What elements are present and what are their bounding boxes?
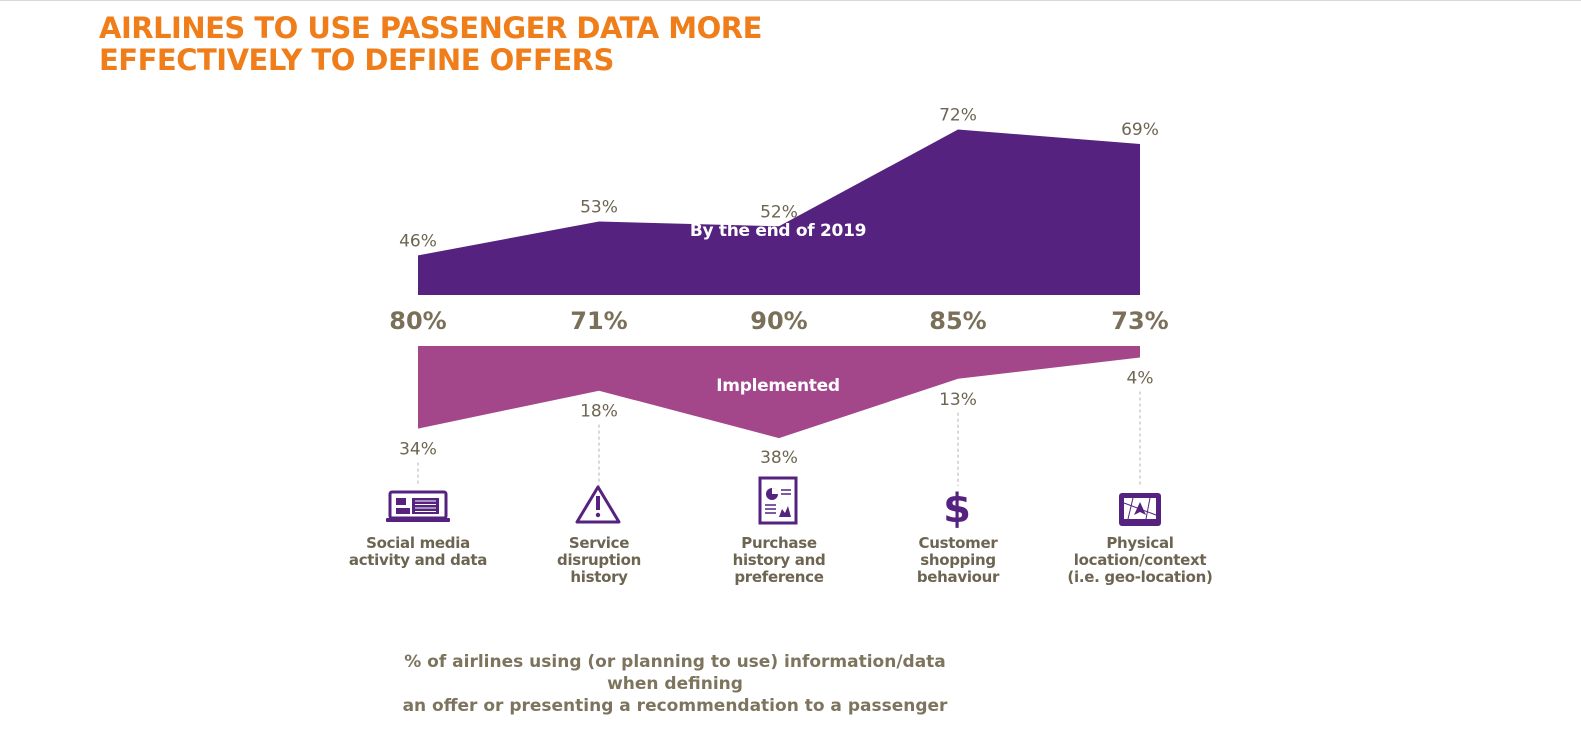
warning-icon — [575, 485, 621, 524]
chart-footnote-line-1: % of airlines using (or planning to use)… — [404, 652, 946, 694]
total-value-label: 85% — [929, 307, 986, 335]
dollar-icon: $ — [943, 486, 971, 532]
value-label-implemented: 4% — [1127, 368, 1154, 388]
total-value-label: 73% — [1111, 307, 1168, 335]
series-label-implemented: Implemented — [716, 376, 839, 396]
category-label: location/context — [1074, 551, 1207, 569]
value-label-implemented: 13% — [939, 390, 977, 410]
series-label-by-end-2019: By the end of 2019 — [690, 221, 866, 241]
category-label: history and — [733, 551, 826, 569]
value-label-by-end-2019: 72% — [939, 106, 977, 126]
value-label-by-end-2019: 69% — [1121, 120, 1159, 140]
total-value-label: 71% — [570, 307, 627, 335]
value-label-by-end-2019: 53% — [580, 197, 618, 217]
document-chart-icon — [758, 476, 798, 525]
category-label: activity and data — [349, 551, 487, 569]
category-label: (i.e. geo-location) — [1067, 568, 1212, 586]
category-label: shopping — [920, 551, 996, 569]
chart-footnote: % of airlines using (or planning to use)… — [390, 651, 960, 717]
value-label-implemented: 34% — [399, 440, 437, 460]
category-label: Physical — [1106, 534, 1173, 552]
chart-title-line-1: AIRLINES TO USE PASSENGER DATA MORE — [99, 11, 762, 45]
category-label: behaviour — [917, 568, 1000, 586]
category-label: disruption — [557, 551, 641, 569]
category-label: Service — [569, 534, 629, 552]
top-divider — [0, 0, 1581, 1]
category-label: history — [570, 568, 628, 586]
value-label-by-end-2019: 46% — [399, 231, 437, 251]
category-label: Purchase — [741, 534, 817, 552]
area-implemented — [418, 346, 1140, 439]
chart-title-line-2: EFFECTIVELY TO DEFINE OFFERS — [99, 43, 614, 77]
chart-title: AIRLINES TO USE PASSENGER DATA MORE EFFE… — [99, 12, 762, 76]
chart-footnote-line-2: an offer or presenting a recommendation … — [402, 696, 948, 716]
svg-text:$: $ — [943, 486, 971, 532]
category-label: preference — [734, 568, 823, 586]
area-by-end-2019 — [418, 129, 1140, 295]
value-label-by-end-2019: 52% — [760, 202, 798, 222]
total-value-label: 80% — [389, 307, 446, 335]
category-label: Customer — [919, 534, 999, 552]
laptop-icon — [386, 490, 450, 522]
map-tablet-icon — [1119, 493, 1161, 526]
total-value-label: 90% — [750, 307, 807, 335]
category-label: Social media — [366, 534, 470, 552]
value-label-implemented: 18% — [580, 402, 618, 422]
value-label-implemented: 38% — [760, 448, 798, 468]
